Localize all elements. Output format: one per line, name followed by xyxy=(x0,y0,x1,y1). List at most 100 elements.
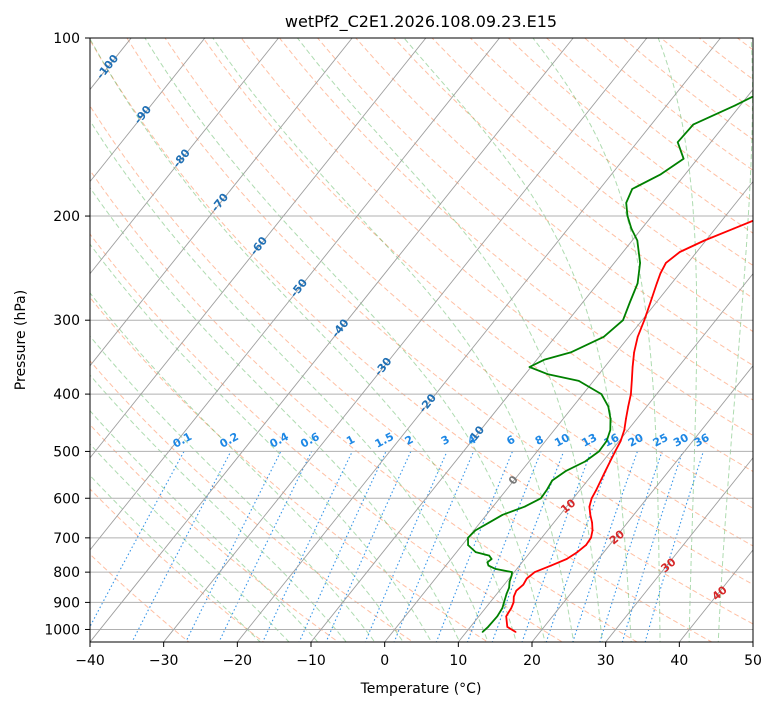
dewpoint-point xyxy=(501,607,504,609)
temperature-point xyxy=(510,607,513,609)
isotherm-line xyxy=(90,38,353,367)
dewpoint-point xyxy=(481,631,484,633)
isotherm-line xyxy=(90,38,279,275)
temperature-point xyxy=(565,558,568,560)
temperature-point xyxy=(656,282,658,285)
dry-adiabat-line xyxy=(90,488,265,642)
plot-frame xyxy=(89,37,754,643)
temperature-point xyxy=(589,514,592,516)
dry-adiabat-line xyxy=(90,553,190,642)
isotherm-line xyxy=(384,180,753,642)
temperature-point xyxy=(649,301,652,304)
temperature-point xyxy=(513,595,515,598)
dewpoint-point xyxy=(584,460,586,463)
dry-adiabat-line xyxy=(90,169,639,642)
temperature-point xyxy=(526,577,528,580)
dewpoint-point xyxy=(501,514,504,516)
temperature-point xyxy=(614,450,616,453)
moist-adiabat-line xyxy=(297,38,603,642)
temperature-point xyxy=(733,227,735,230)
temperature-point xyxy=(506,626,509,628)
dewpoint-point xyxy=(660,173,662,176)
dewpoint-point xyxy=(564,470,567,473)
dewpoint-point xyxy=(603,336,605,338)
y-axis-label: Pressure (hPa) xyxy=(13,290,29,390)
y-tick-label: 1000 xyxy=(44,622,80,638)
x-tick-label: −40 xyxy=(75,653,105,669)
dewpoint-line xyxy=(467,95,753,633)
dewpoint-point xyxy=(636,282,639,285)
temperature-point xyxy=(625,417,627,420)
dewpoint-point xyxy=(734,104,736,107)
isotherm-line xyxy=(90,38,427,459)
temperature-point xyxy=(588,505,591,508)
x-axis-ticks: −40 −30 −20 −10 0 10 20 30 40 50 xyxy=(75,642,762,669)
dewpoint-point xyxy=(600,393,603,395)
moist-adiabat-line xyxy=(90,474,261,642)
dewpoint-point xyxy=(467,544,469,546)
x-tick-label: −30 xyxy=(149,653,179,669)
isotherm-line xyxy=(90,38,206,183)
dewpoint-point xyxy=(622,319,624,322)
isotherm-line xyxy=(457,272,753,642)
dry-adiabat-line xyxy=(393,38,753,333)
temperature-point xyxy=(631,366,634,368)
dewpoint-point xyxy=(630,227,633,230)
mixing-ratio-label: 30 xyxy=(671,431,691,450)
dewpoint-point xyxy=(540,497,542,500)
dewpoint-point xyxy=(503,601,505,604)
dry-adiabat-line xyxy=(164,38,753,547)
isotherm-line xyxy=(90,38,574,642)
dry-adiabat-line xyxy=(126,38,753,586)
dewpoint-point xyxy=(474,529,477,532)
isotherm-line xyxy=(236,38,721,642)
isotherm-line xyxy=(605,457,753,642)
dewpoint-point xyxy=(508,580,511,583)
temperature-point xyxy=(643,319,646,322)
y-tick-label: 800 xyxy=(53,565,80,581)
temperature-point xyxy=(585,544,587,546)
dewpoint-point xyxy=(551,479,553,482)
temperature-point xyxy=(590,497,593,500)
y-tick-label: 900 xyxy=(53,595,80,611)
dewpoint-point xyxy=(510,574,513,577)
dewpoint-point xyxy=(605,440,608,442)
temperature-point xyxy=(600,479,602,482)
mixing-ratio-label: 16 xyxy=(602,431,622,450)
dewpoint-point xyxy=(505,592,508,595)
temperature-point xyxy=(703,239,706,242)
dewpoint-point xyxy=(487,626,489,628)
dewpoint-point xyxy=(487,564,490,567)
dry-adiabat-line xyxy=(317,38,753,401)
y-axis-ticks: 100 200 300 400 500 600 700 800 900 1000 xyxy=(44,31,90,638)
mixing-ratio-label: 10 xyxy=(552,431,572,450)
dewpoint-point xyxy=(543,359,545,361)
dewpoint-point xyxy=(496,615,499,618)
sounding-series xyxy=(467,95,753,633)
temperature-point xyxy=(522,583,525,586)
temperature-point xyxy=(512,601,515,604)
mixing-ratio-label: 20 xyxy=(626,431,646,450)
temperature-point xyxy=(590,537,592,539)
dewpoint-point xyxy=(488,521,490,524)
dewpoint-point xyxy=(609,429,612,431)
dewpoint-point xyxy=(598,450,600,453)
x-tick-label: 20 xyxy=(523,653,541,669)
temperature-point xyxy=(659,272,662,275)
temperature-point xyxy=(595,488,598,491)
dewpoint-point xyxy=(523,505,526,508)
y-tick-label: 200 xyxy=(53,209,80,225)
isotherm-line xyxy=(90,38,500,551)
y-tick-label: 100 xyxy=(53,31,80,47)
y-tick-label: 700 xyxy=(53,531,80,547)
temperature-point xyxy=(550,564,552,567)
dewpoint-point xyxy=(546,373,549,375)
dewpoint-point xyxy=(511,571,513,573)
x-tick-label: −20 xyxy=(223,653,253,669)
isotherm-line xyxy=(163,38,648,642)
temperature-point xyxy=(604,470,607,473)
temperature-point xyxy=(679,251,681,253)
x-tick-label: 50 xyxy=(744,653,762,669)
y-tick-label: 600 xyxy=(53,491,80,507)
